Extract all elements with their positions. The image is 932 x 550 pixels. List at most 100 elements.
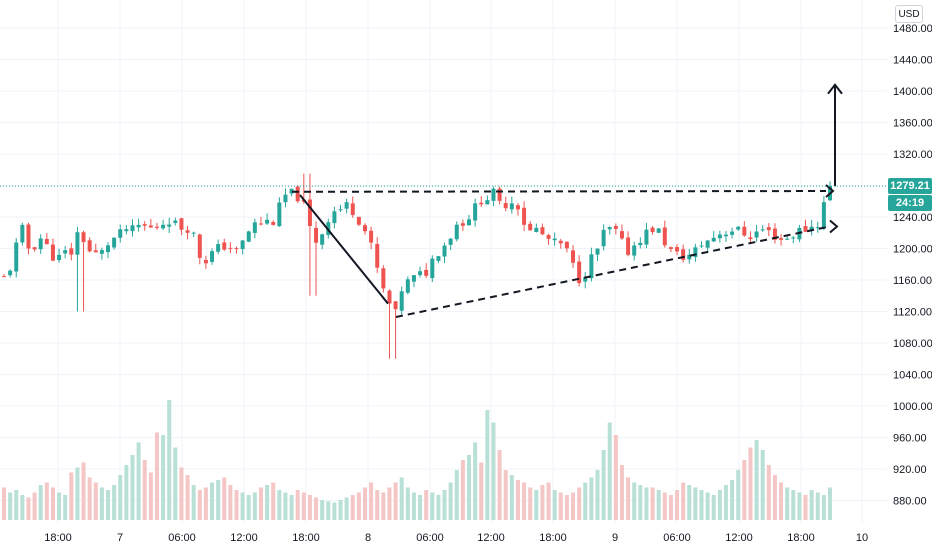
volume-bar (210, 482, 215, 520)
volume-bar (369, 482, 374, 520)
candle-body (448, 238, 453, 245)
volume-bar (681, 482, 686, 520)
candle-body (430, 258, 435, 279)
volume-bar (601, 450, 606, 520)
volume-bar (503, 470, 508, 520)
volume-bar (344, 497, 349, 520)
time-tick-label: 06:00 (416, 532, 444, 544)
volume-bar (350, 495, 355, 520)
candle-body (148, 225, 153, 228)
volume-bar (283, 492, 288, 520)
candle-body (491, 188, 496, 201)
currency-button[interactable]: USD (895, 5, 923, 23)
volume-bar (75, 467, 80, 520)
candle-body (222, 242, 227, 250)
candle-body (38, 238, 43, 250)
candle-body (766, 227, 771, 231)
volume-bar (63, 495, 68, 520)
volume-bar (106, 490, 111, 520)
volume-bar (405, 487, 410, 520)
volume-bars (2, 400, 832, 520)
candle-body (436, 256, 441, 261)
time-tick-label: 12:00 (725, 532, 753, 544)
candle-body (534, 227, 539, 232)
candle-body (399, 291, 404, 311)
volume-bar (675, 490, 680, 520)
candle-body (50, 244, 55, 261)
volume-bar (234, 490, 239, 520)
candle-body (295, 186, 300, 202)
candle-body (509, 203, 514, 210)
volume-bar (216, 480, 221, 520)
candle-body (258, 223, 263, 225)
volume-bar (179, 467, 184, 520)
candle-body (699, 245, 704, 247)
candle-body (589, 254, 594, 279)
volume-bar (69, 472, 74, 520)
volume-bar (607, 422, 612, 520)
volume-bar (595, 470, 600, 520)
volume-bar (436, 495, 441, 520)
candle-body (803, 226, 808, 232)
candle-body (350, 203, 355, 215)
candle-body (675, 247, 680, 252)
volume-bar (81, 462, 86, 520)
candle-body (681, 249, 686, 260)
candle-body (173, 220, 178, 223)
volume-bar (332, 502, 337, 520)
candle-body (748, 237, 753, 240)
volume-bar (411, 492, 416, 520)
countdown-label: 24:19 (888, 195, 932, 212)
candle-body (75, 232, 80, 255)
volume-bar (711, 495, 716, 520)
candle-body (723, 234, 728, 237)
volume-bar (20, 495, 25, 520)
candle-body (424, 269, 429, 276)
volume-bar (295, 490, 300, 520)
volume-bar (766, 465, 771, 520)
candle-body (613, 225, 618, 229)
volume-bar (497, 450, 502, 520)
candle-body (528, 223, 533, 231)
support-line-head (829, 219, 839, 234)
volume-bar (454, 470, 459, 520)
price-tick-label: 1040.00 (893, 370, 932, 382)
volume-bar (485, 410, 490, 520)
volume-bar (399, 477, 404, 520)
candle-body (638, 242, 643, 246)
candle-body (705, 240, 710, 248)
candle-body (167, 224, 172, 227)
volume-bar (638, 485, 643, 520)
candle-body (418, 271, 423, 276)
price-tick-label: 920.00 (893, 464, 927, 476)
price-tick-label: 880.00 (893, 496, 927, 508)
candle-body (375, 243, 380, 268)
candlesticks (2, 173, 832, 359)
volume-bar (540, 485, 545, 520)
volume-bar (546, 482, 551, 520)
candle-body (601, 229, 606, 247)
volume-bar (693, 487, 698, 520)
volume-bar (197, 490, 202, 520)
volume-bar (791, 490, 796, 520)
volume-bar (161, 435, 166, 520)
candle-body (668, 247, 673, 249)
volume-bar (558, 492, 563, 520)
candle-body (252, 222, 257, 233)
volume-bar (44, 482, 49, 520)
candle-body (405, 279, 410, 293)
candle-body (809, 226, 814, 231)
price-tick-label: 1200.00 (893, 244, 932, 256)
volume-bar (522, 482, 527, 520)
candle-body (216, 244, 221, 252)
candle-body (473, 203, 478, 221)
candle-body (497, 188, 502, 201)
candle-body (460, 223, 465, 226)
candle-body (203, 259, 208, 264)
candle-body (515, 205, 520, 210)
candle-body (14, 242, 19, 272)
candle-body (815, 227, 820, 229)
price-tick-label: 1440.00 (893, 55, 932, 67)
